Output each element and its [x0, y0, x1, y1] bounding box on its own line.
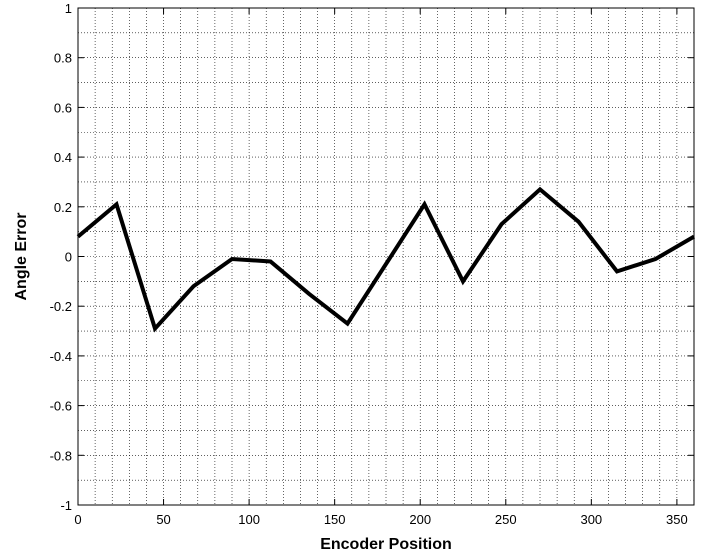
y-tick-label: 0.4 [54, 150, 72, 165]
series-line [76, 186, 696, 333]
y-tick-label: -1 [60, 498, 72, 513]
y-tick-label: -0.2 [50, 299, 72, 314]
x-tick-label: 250 [495, 512, 517, 527]
y-tick-label: 0.2 [54, 200, 72, 215]
x-tick-label: 100 [238, 512, 260, 527]
x-tick-label: 0 [74, 512, 81, 527]
y-tick-label: 0 [65, 250, 72, 265]
x-axis-label: Encoder Position [320, 536, 452, 553]
x-tick-labels: 0 50 100 150 200 250 300 350 [74, 512, 687, 527]
x-tick-label: 200 [409, 512, 431, 527]
grid [78, 8, 694, 505]
y-tick-label: -0.4 [50, 349, 72, 364]
series-group [76, 186, 696, 333]
y-tick-labels: -1 -0.8 -0.6 -0.4 -0.2 0 0.2 0.4 0.6 0.8 1 [50, 1, 72, 513]
y-axis-label: Angle Error [13, 212, 30, 300]
y-tick-label: 0.8 [54, 51, 72, 66]
y-tick-label: 0.6 [54, 100, 72, 115]
y-tick-label: -0.6 [50, 399, 72, 414]
x-tick-label: 350 [666, 512, 688, 527]
x-tick-label: 300 [580, 512, 602, 527]
plot-area-frame [77, 7, 695, 506]
x-tick-label: 50 [156, 512, 170, 527]
y-tick-label: 1 [65, 1, 72, 16]
y-tick-label: -0.8 [50, 448, 72, 463]
x-tick-label: 150 [324, 512, 346, 527]
